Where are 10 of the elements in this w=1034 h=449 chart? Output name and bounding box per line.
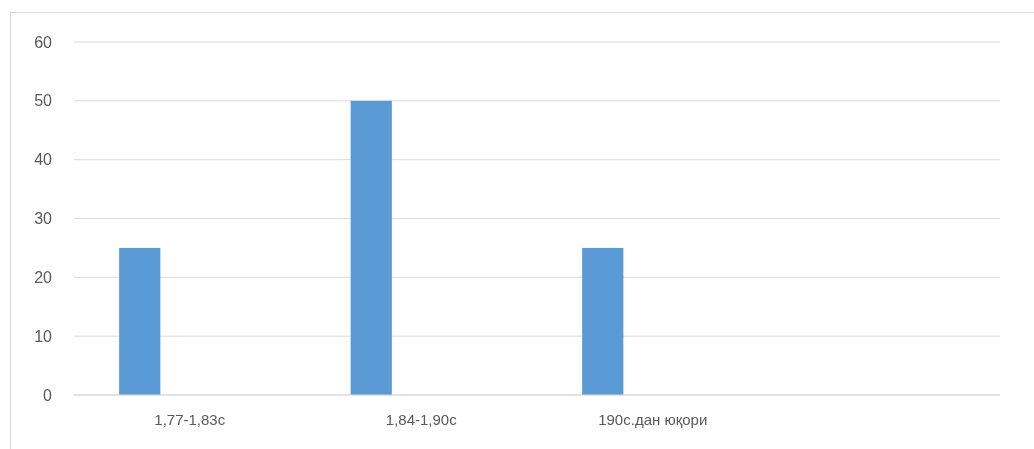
y-tick-label: 20 (34, 268, 53, 286)
y-tick-label: 10 (34, 327, 53, 345)
x-tick-label: 190с.дан юқори (598, 411, 708, 428)
y-tick-label: 0 (43, 386, 53, 404)
y-tick-label: 30 (34, 210, 53, 228)
x-tick-label: 1,84-1,90с (385, 411, 458, 428)
y-tick-label: 50 (34, 92, 53, 110)
x-tick-label: 1,77-1,83с (154, 411, 226, 428)
y-tick-label: 60 (34, 33, 53, 51)
y-tick-label: 40 (34, 151, 53, 169)
